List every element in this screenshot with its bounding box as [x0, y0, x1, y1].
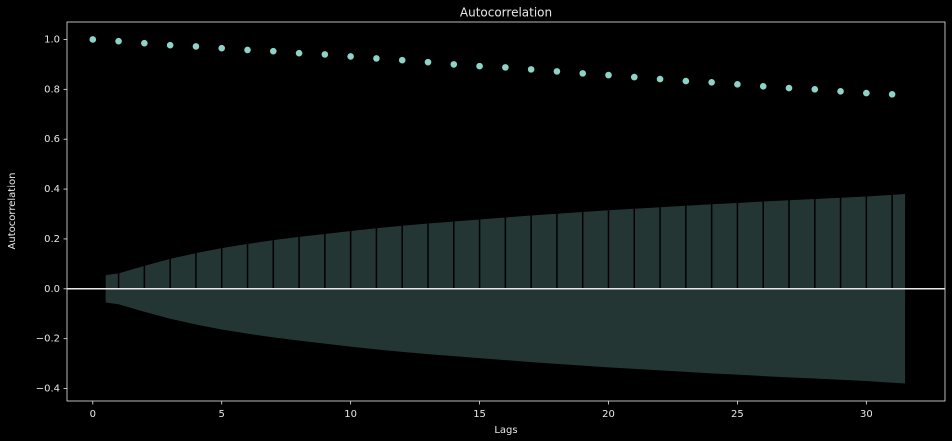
point	[759, 83, 767, 90]
point	[269, 47, 277, 55]
point	[373, 55, 380, 62]
x-tick-label: 0	[90, 409, 96, 420]
x-tick-label: 10	[344, 409, 357, 420]
point	[450, 61, 458, 68]
confidence-band-lower	[105, 288, 906, 384]
plot-frame	[66, 21, 946, 402]
y-tick-label: 0.6	[44, 134, 60, 145]
point	[527, 66, 535, 73]
x-tick-label: 30	[860, 409, 873, 420]
point	[89, 36, 97, 43]
x-axis-label: Lags	[494, 425, 517, 436]
y-tick-label: 0.0	[44, 284, 60, 295]
point	[837, 88, 844, 95]
point	[553, 68, 561, 75]
point	[115, 37, 122, 45]
y-axis-label: Autocorrelation	[7, 173, 18, 250]
point	[682, 77, 690, 85]
y-tick-label: 1.0	[44, 34, 60, 45]
point	[811, 86, 819, 93]
point	[630, 73, 638, 81]
point	[192, 43, 200, 50]
point	[502, 64, 509, 71]
point	[476, 62, 483, 70]
point	[295, 49, 303, 57]
point	[605, 71, 612, 79]
point	[785, 84, 793, 92]
point	[141, 39, 148, 47]
point	[656, 75, 664, 83]
y-tick-label: 0.2	[44, 234, 60, 245]
point	[244, 46, 251, 54]
x-tick-label: 15	[473, 409, 486, 420]
y-tick-label: 0.4	[44, 184, 60, 195]
point	[321, 51, 329, 58]
x-tick-label: 25	[731, 409, 744, 420]
y-tick-label: −0.4	[36, 384, 60, 395]
x-tick-label: 5	[219, 409, 225, 420]
x-tick-label: 20	[602, 409, 615, 420]
point	[708, 79, 715, 86]
point	[579, 70, 587, 77]
point	[888, 91, 896, 98]
chart-title: Autocorrelation	[460, 6, 552, 20]
point	[398, 56, 406, 64]
point	[218, 44, 226, 52]
point	[734, 81, 741, 88]
point	[863, 89, 870, 97]
y-tick-label: 0.8	[44, 84, 60, 95]
y-tick-label: −0.2	[36, 334, 60, 345]
point	[347, 53, 354, 60]
point	[166, 41, 174, 49]
point	[424, 58, 432, 66]
